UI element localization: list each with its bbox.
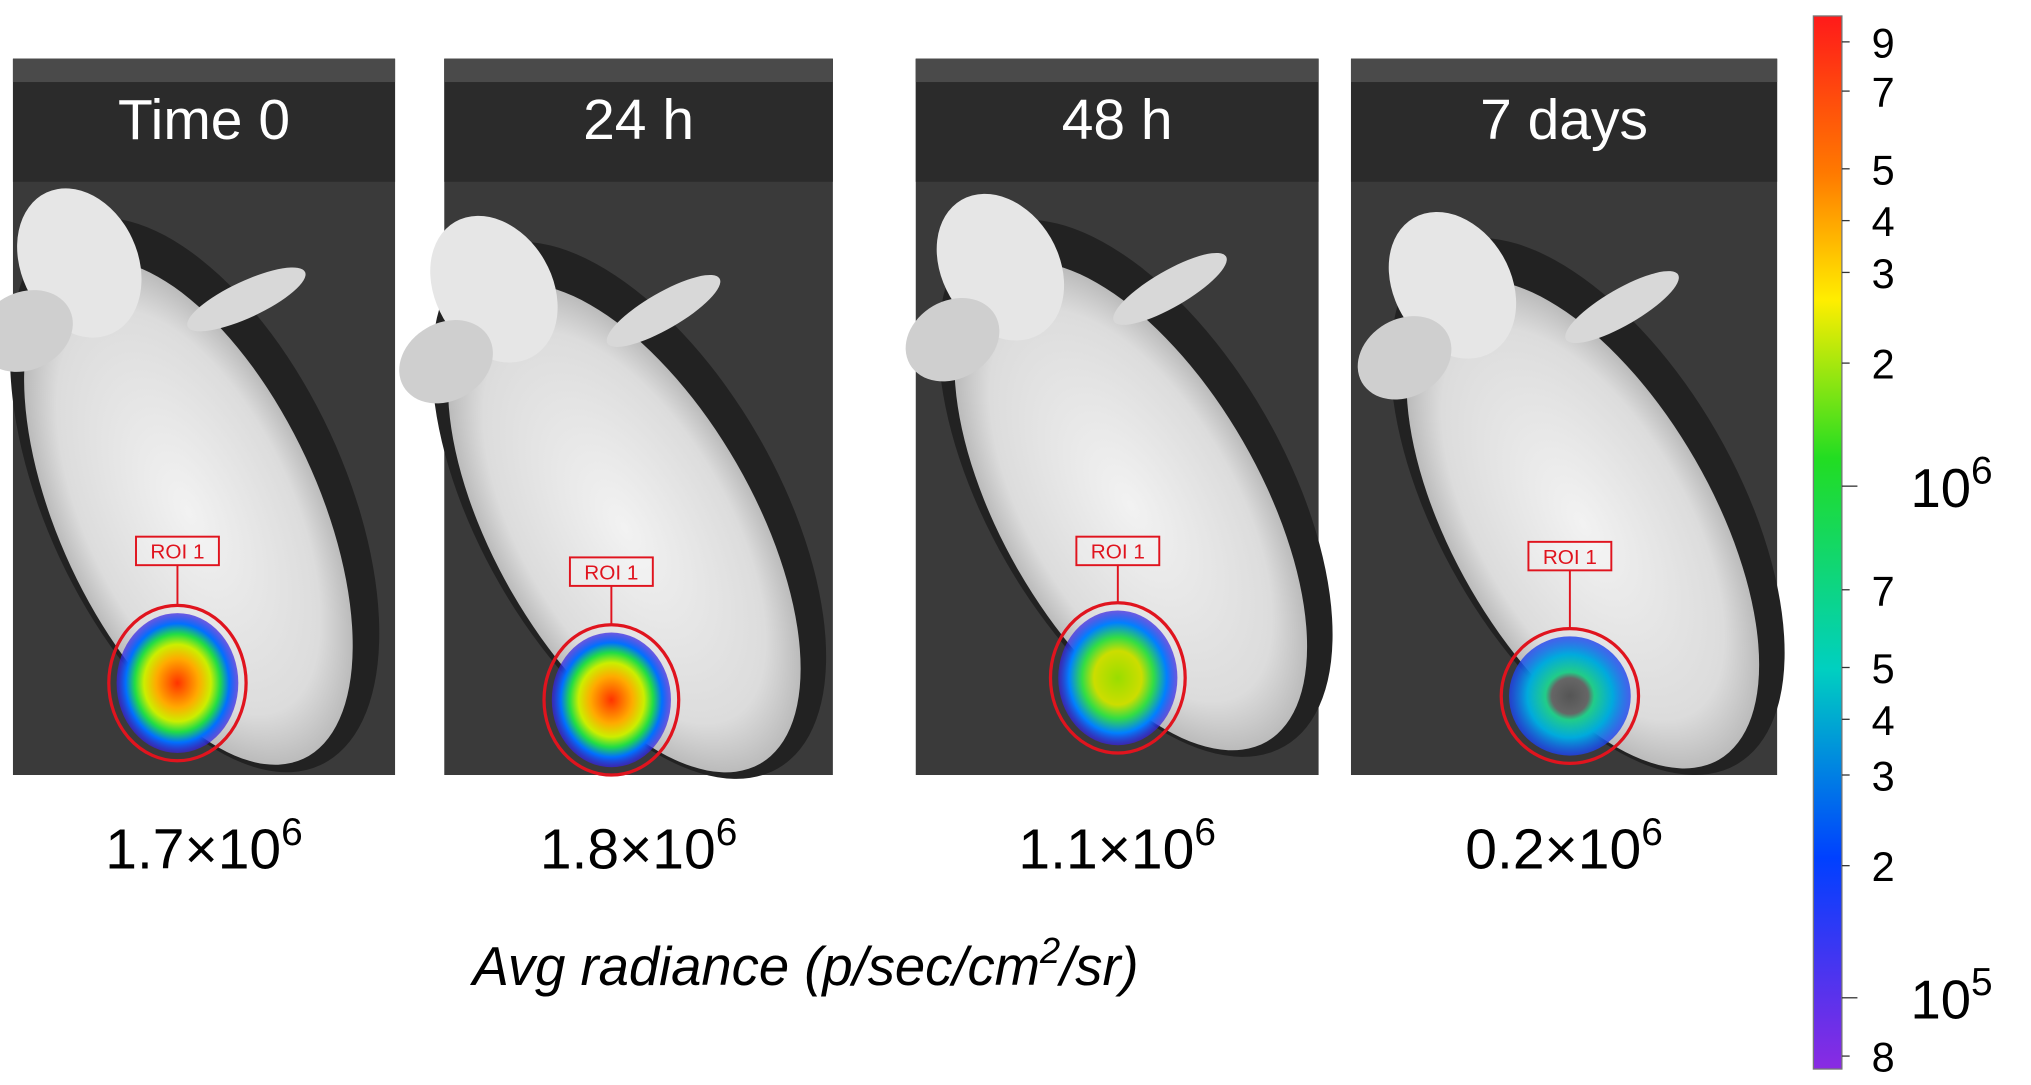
colorbar-gradient xyxy=(1812,15,1843,1070)
roi-box xyxy=(1527,540,1613,572)
colorbar-tick-label: 4 xyxy=(1872,198,1895,245)
mouse xyxy=(1357,211,1785,775)
colorbar-tick-sup: 6 xyxy=(1971,450,1993,493)
mouse-paw xyxy=(1113,252,1227,325)
mouse-ear xyxy=(0,290,73,372)
colorbar-tick-text: 9 xyxy=(1872,19,1895,66)
signal xyxy=(116,613,239,753)
mouse-paw xyxy=(1565,271,1679,344)
panel-header-strip xyxy=(444,58,833,83)
roi-box xyxy=(1075,535,1161,567)
colorbar-tick-label: 105 xyxy=(1911,961,1993,1030)
roi-label: ROI 1 xyxy=(1543,546,1597,569)
roi-label: ROI 1 xyxy=(584,561,638,584)
roi-label: ROI 1 xyxy=(150,541,204,564)
radiance-exponent: 6 xyxy=(281,811,303,854)
colorbar-tick-label: 3 xyxy=(1872,250,1895,297)
panel-header-strip xyxy=(12,58,396,83)
colorbar-tick-label: 4 xyxy=(1872,697,1895,744)
mouse-body xyxy=(24,259,353,765)
radiance-base: 1.8×10 xyxy=(540,817,716,881)
colorbar-tick-text: 5 xyxy=(1872,146,1895,193)
colorbar-tick-text: 4 xyxy=(1872,697,1895,744)
panel-label: 7 days xyxy=(1480,88,1648,152)
colorbar-tick-label: 2 xyxy=(1872,843,1895,890)
panel-label: Time 0 xyxy=(118,88,290,152)
colorbar-tick-text: 10 xyxy=(1911,458,1972,519)
radiance-value: 1.7×106 xyxy=(105,811,303,881)
axis-label-sup: 2 xyxy=(1039,930,1060,971)
colorbar-tick-text: 7 xyxy=(1872,567,1895,614)
colorbar-tick-text: 2 xyxy=(1872,843,1895,890)
colorbar-tick-text: 10 xyxy=(1911,970,1972,1031)
signal xyxy=(551,632,671,768)
radiance-base: 1.1×10 xyxy=(1018,817,1194,881)
panel: ROI 1 7 days 0.2×106 xyxy=(1350,58,1785,881)
colorbar-tick-label: 5 xyxy=(1872,645,1895,692)
mouse-ear xyxy=(1357,316,1452,400)
colorbar-tick-sup: 5 xyxy=(1971,961,1993,1004)
mouse xyxy=(399,215,827,779)
mouse-paw xyxy=(187,267,306,332)
panel-header-strip xyxy=(1350,58,1778,83)
colorbar-tick-label: 3 xyxy=(1872,753,1895,800)
signal xyxy=(1509,636,1631,756)
signal xyxy=(1058,610,1178,746)
colorbar-tick-text: 7 xyxy=(1872,69,1895,116)
colorbar-tick-text: 3 xyxy=(1872,250,1895,297)
mouse xyxy=(905,193,1333,757)
mouse-ear xyxy=(905,298,1000,382)
colorbar-tick-label: 8 xyxy=(1872,1034,1895,1081)
panel: ROI 1 48 h 1.1×106 xyxy=(905,58,1333,881)
colorbar-tick-label: 9 xyxy=(1872,19,1895,66)
radiance-exponent: 6 xyxy=(1641,811,1663,854)
mouse-ear xyxy=(399,320,493,404)
panel-label: 48 h xyxy=(1062,88,1173,152)
panel-header-strip xyxy=(915,58,1319,83)
axis-label-text: Avg radiance (p/sec/cm xyxy=(470,936,1040,997)
colorbar-tick-label: 7 xyxy=(1872,567,1895,614)
roi-label: ROI 1 xyxy=(1091,541,1145,564)
panel: ROI 1 24 h 1.8×106 xyxy=(399,58,833,881)
radiance-exponent: 6 xyxy=(1194,811,1216,854)
mouse-body xyxy=(448,283,801,773)
panel: ROI 1 Time 0 1.7×106 xyxy=(0,58,396,881)
colorbar-tick-label: 2 xyxy=(1872,341,1895,388)
mouse-body xyxy=(1406,279,1760,769)
colorbar-tick-label: 106 xyxy=(1911,450,1993,519)
radiance-base: 1.7×10 xyxy=(105,817,281,881)
colorbar-tick-text: 5 xyxy=(1872,645,1895,692)
radiance-exponent: 6 xyxy=(716,811,738,854)
panel-label: 24 h xyxy=(583,88,694,152)
colorbar-tick-text: 4 xyxy=(1872,198,1895,245)
mouse xyxy=(0,188,380,773)
radiance-value: 1.8×106 xyxy=(540,811,737,881)
radiance-value: 0.2×106 xyxy=(1465,811,1662,881)
axis-label: Avg radiance (p/sec/cm2/sr) xyxy=(470,930,1139,997)
roi-box xyxy=(568,556,654,587)
axis-label-text: /sr) xyxy=(1056,936,1139,997)
colorbar-tick-text: 2 xyxy=(1872,341,1895,388)
radiance-base: 0.2×10 xyxy=(1465,817,1641,881)
radiance-value: 1.1×106 xyxy=(1018,811,1215,881)
colorbar-tick-label: 7 xyxy=(1872,69,1895,116)
colorbar-tick-label: 5 xyxy=(1872,146,1895,193)
mouse-paw xyxy=(606,274,721,347)
colorbar-tick-text: 3 xyxy=(1872,753,1895,800)
colorbar-tick-text: 8 xyxy=(1872,1034,1895,1081)
roi-box xyxy=(135,535,220,567)
mouse-body xyxy=(954,261,1308,751)
